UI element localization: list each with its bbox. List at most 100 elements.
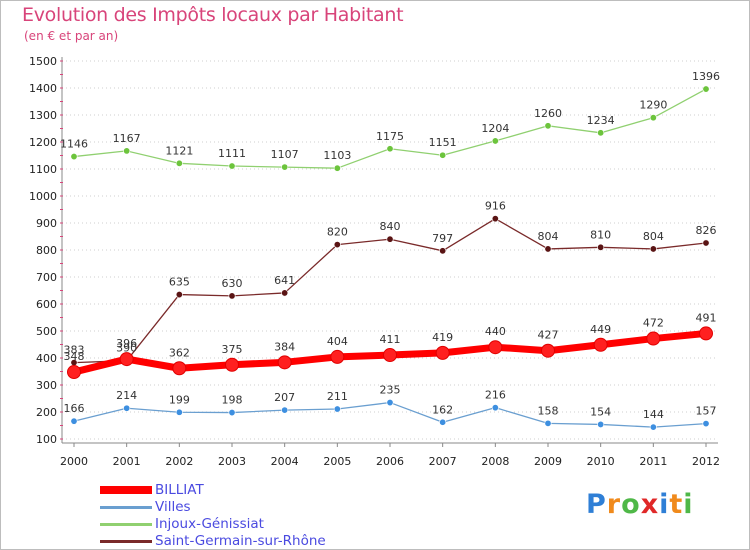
data-label-saint-germain-sur-rhone-11: 804 — [643, 230, 664, 243]
legend-label-injoux: Injoux-Génissiat — [155, 516, 264, 532]
data-point-billiat-5 — [330, 349, 345, 364]
data-label-injoux-genissiat-10: 1234 — [587, 114, 615, 127]
legend-swatch-billiat — [100, 486, 152, 494]
data-label-injoux-genissiat-7: 1151 — [429, 136, 457, 149]
legend-swatch-villes — [100, 506, 152, 509]
legend-label-villes: Villes — [155, 499, 191, 515]
data-label-villes-1: 214 — [116, 389, 137, 402]
data-point-billiat-10 — [593, 337, 608, 352]
data-label-villes-4: 207 — [274, 391, 295, 404]
y-tick-label-14: 1500 — [29, 55, 57, 68]
y-tick-label-13: 1400 — [29, 82, 57, 95]
data-label-billiat-0: 348 — [64, 350, 85, 363]
logo-letter-1: r — [606, 489, 622, 520]
data-label-saint-germain-sur-rhone-5: 820 — [327, 226, 348, 239]
y-tick-label-4: 500 — [36, 325, 57, 338]
data-label-billiat-12: 491 — [696, 311, 717, 324]
data-label-saint-germain-sur-rhone-2: 635 — [169, 276, 190, 289]
data-label-billiat-1: 396 — [116, 337, 137, 350]
x-tick-label-8: 2008 — [481, 455, 509, 468]
data-label-saint-germain-sur-rhone-0: 383 — [64, 344, 85, 357]
data-point-villes-4 — [281, 406, 289, 414]
y-tick-label-0: 100 — [36, 433, 57, 446]
data-label-saint-germain-sur-rhone-7: 797 — [432, 232, 453, 245]
logo-letter-0: P — [586, 489, 607, 520]
data-point-injoux-genissiat-4 — [281, 163, 289, 171]
data-point-saint-germain-sur-rhone-10 — [597, 243, 605, 251]
logo-letter-3: x — [640, 489, 660, 520]
data-label-injoux-genissiat-11: 1290 — [639, 99, 667, 112]
data-point-villes-0 — [70, 417, 78, 425]
data-label-billiat-4: 384 — [274, 340, 295, 353]
data-point-billiat-2 — [172, 361, 187, 376]
y-tick-label-8: 900 — [36, 217, 57, 230]
data-label-villes-8: 216 — [485, 389, 506, 402]
data-label-injoux-genissiat-9: 1260 — [534, 107, 562, 120]
data-label-injoux-genissiat-6: 1175 — [376, 130, 404, 143]
x-tick-label-0: 2000 — [60, 455, 88, 468]
legend-label-saint-germain: Saint-Germain-sur-Rhône — [155, 533, 326, 549]
data-label-saint-germain-sur-rhone-10: 810 — [590, 228, 611, 241]
data-point-injoux-genissiat-6 — [386, 145, 394, 153]
legend-swatch-saint-germain — [100, 540, 152, 543]
data-point-injoux-genissiat-5 — [333, 164, 341, 172]
x-tick-label-11: 2011 — [639, 455, 667, 468]
data-point-villes-6 — [386, 399, 394, 407]
data-label-billiat-2: 362 — [169, 346, 190, 359]
data-label-villes-9: 158 — [538, 404, 559, 417]
proxiti-logo: Proxiti — [586, 489, 694, 520]
data-point-injoux-genissiat-11 — [649, 114, 657, 122]
data-point-villes-10 — [597, 420, 605, 428]
x-tick-label-3: 2003 — [218, 455, 246, 468]
data-label-injoux-genissiat-8: 1204 — [481, 122, 509, 135]
y-tick-label-9: 1000 — [29, 190, 57, 203]
x-tick-label-1: 2001 — [113, 455, 141, 468]
data-label-villes-10: 154 — [590, 405, 611, 418]
data-point-villes-8 — [491, 404, 499, 412]
x-tick-label-9: 2009 — [534, 455, 562, 468]
data-point-saint-germain-sur-rhone-4 — [281, 289, 289, 297]
data-point-villes-2 — [175, 408, 183, 416]
data-point-saint-germain-sur-rhone-8 — [491, 215, 499, 223]
data-label-villes-7: 162 — [432, 403, 453, 416]
data-point-saint-germain-sur-rhone-7 — [439, 247, 447, 255]
data-point-saint-germain-sur-rhone-3 — [228, 292, 236, 300]
data-label-saint-germain-sur-rhone-6: 840 — [380, 220, 401, 233]
x-tick-label-10: 2010 — [587, 455, 615, 468]
data-label-injoux-genissiat-0: 1146 — [60, 138, 88, 151]
data-label-billiat-8: 440 — [485, 325, 506, 338]
data-label-saint-germain-sur-rhone-9: 804 — [538, 230, 559, 243]
data-label-saint-germain-sur-rhone-8: 916 — [485, 200, 506, 213]
logo-letter-2: o — [621, 489, 641, 520]
data-label-billiat-6: 411 — [380, 333, 401, 346]
x-tick-label-2: 2002 — [165, 455, 193, 468]
data-label-villes-0: 166 — [64, 402, 85, 415]
data-point-billiat-8 — [488, 340, 503, 355]
data-point-villes-12 — [702, 420, 710, 428]
data-point-villes-5 — [333, 405, 341, 413]
data-point-injoux-genissiat-8 — [491, 137, 499, 145]
data-point-billiat-1 — [119, 352, 134, 367]
data-label-villes-6: 235 — [380, 384, 401, 397]
data-label-saint-germain-sur-rhone-3: 630 — [222, 277, 243, 290]
data-point-villes-7 — [439, 418, 447, 426]
data-label-saint-germain-sur-rhone-12: 826 — [696, 224, 717, 237]
data-label-villes-5: 211 — [327, 390, 348, 403]
y-tick-label-6: 700 — [36, 271, 57, 284]
chart-subtitle: (en € et par an) — [24, 29, 119, 43]
y-tick-label-12: 1300 — [29, 109, 57, 122]
x-tick-label-6: 2006 — [376, 455, 404, 468]
y-tick-label-3: 400 — [36, 352, 57, 365]
data-point-injoux-genissiat-2 — [175, 159, 183, 167]
y-tick-label-10: 1100 — [29, 163, 57, 176]
data-label-villes-11: 144 — [643, 408, 664, 421]
y-tick-label-7: 800 — [36, 244, 57, 257]
y-tick-label-11: 1200 — [29, 136, 57, 149]
data-point-injoux-genissiat-7 — [439, 151, 447, 159]
data-label-injoux-genissiat-12: 1396 — [692, 70, 720, 83]
data-point-villes-1 — [123, 404, 131, 412]
data-point-injoux-genissiat-10 — [597, 129, 605, 137]
data-point-billiat-12 — [699, 326, 713, 341]
